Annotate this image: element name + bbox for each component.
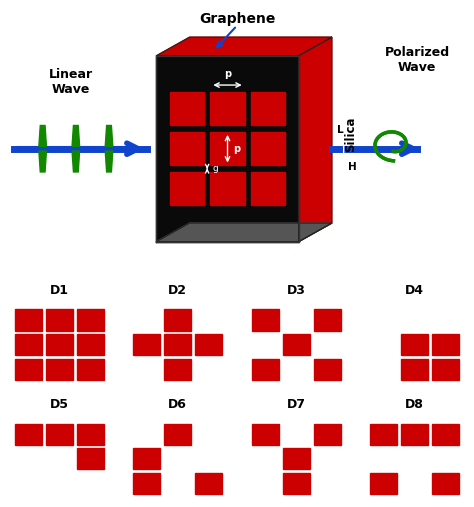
Bar [46,359,73,380]
Bar [170,172,204,205]
Text: D7: D7 [287,397,306,411]
Text: D5: D5 [50,397,69,411]
Bar [251,132,285,165]
Text: D6: D6 [168,397,187,411]
Polygon shape [156,37,332,56]
Text: D8: D8 [405,397,424,411]
Bar [252,359,279,380]
Bar [251,172,285,205]
Text: L: L [337,125,343,135]
Text: H: H [348,162,357,172]
Bar [370,423,397,445]
Text: D4: D4 [405,283,424,297]
Bar [252,423,279,445]
Polygon shape [105,125,113,147]
Bar [77,359,104,380]
Bar [283,473,310,494]
Bar [77,448,104,469]
Bar [432,359,459,380]
Bar [314,423,341,445]
Bar [210,92,245,125]
Polygon shape [299,37,332,242]
Text: p: p [224,69,231,80]
Polygon shape [39,125,46,147]
Bar [133,473,160,494]
Text: Silica: Silica [344,116,357,152]
Bar [210,132,245,165]
Bar [170,132,204,165]
Bar [164,334,191,355]
Polygon shape [72,151,80,172]
Bar [283,334,310,355]
Text: L: L [224,260,231,270]
Text: g: g [213,164,219,173]
Text: Graphene: Graphene [199,12,275,26]
Bar [283,448,310,469]
Bar [370,473,397,494]
Bar [401,334,428,355]
Bar [46,309,73,331]
Polygon shape [105,151,113,172]
Bar [432,473,459,494]
Bar [46,334,73,355]
Bar [251,92,285,125]
Bar [15,423,42,445]
Bar [133,334,160,355]
Bar [46,423,73,445]
Polygon shape [39,151,46,172]
Bar [432,423,459,445]
Polygon shape [72,125,80,147]
Bar [15,309,42,331]
Bar [252,309,279,331]
Bar [15,359,42,380]
Bar [401,423,428,445]
Polygon shape [156,223,332,242]
Bar [77,423,104,445]
Text: Polarized
Wave: Polarized Wave [384,47,450,75]
Text: p: p [233,143,240,154]
Bar [77,334,104,355]
Bar [77,309,104,331]
Bar [314,309,341,331]
Bar [210,172,245,205]
Bar [15,334,42,355]
Text: D1: D1 [50,283,69,297]
Text: D2: D2 [168,283,187,297]
Bar [164,309,191,331]
Bar [164,423,191,445]
Text: D3: D3 [287,283,306,297]
Bar [133,448,160,469]
Bar [314,359,341,380]
Bar [164,359,191,380]
Bar [401,359,428,380]
Text: Linear
Wave: Linear Wave [49,68,93,96]
Bar [195,334,222,355]
Bar [170,92,204,125]
Bar [195,473,222,494]
Bar [432,334,459,355]
Polygon shape [156,56,299,242]
